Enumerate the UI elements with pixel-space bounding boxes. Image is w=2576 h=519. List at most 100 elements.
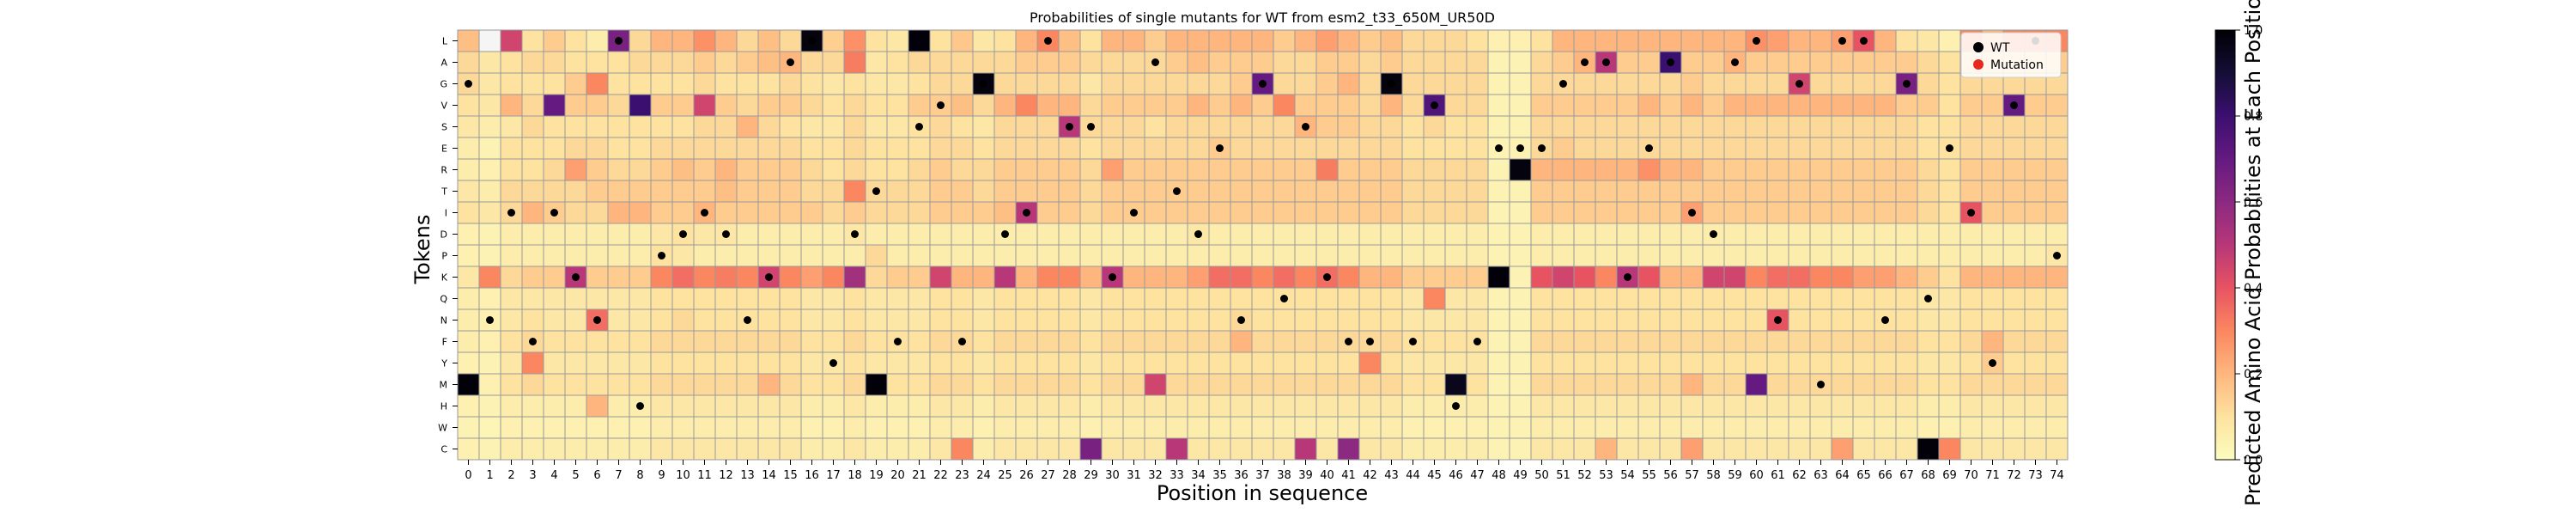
heatmap-cell: [865, 394, 888, 418]
heatmap-cell: [1895, 51, 1918, 74]
heatmap-cell: [1745, 351, 1768, 375]
heatmap-cell: [1487, 94, 1510, 117]
heatmap-cell: [650, 287, 673, 310]
heatmap-cell: [1015, 266, 1038, 289]
heatmap-cell: [1380, 51, 1403, 74]
x-tick-label: 53: [1599, 469, 1613, 482]
heatmap-cell: [800, 394, 823, 418]
heatmap-cell: [1208, 158, 1231, 181]
heatmap-cell: [521, 351, 544, 375]
heatmap-cell: [650, 29, 673, 52]
heatmap-cell: [1423, 394, 1446, 418]
heatmap-cell: [1079, 94, 1103, 117]
wt-marker: [1409, 338, 1417, 345]
heatmap-cell: [714, 180, 738, 203]
heatmap-cell: [843, 51, 866, 74]
heatmap-cell: [478, 223, 501, 246]
heatmap-cell: [843, 266, 866, 289]
wt-marker: [1345, 338, 1352, 345]
heatmap-cell: [1573, 416, 1596, 439]
heatmap-cell: [1959, 94, 1983, 117]
heatmap-cell: [1809, 223, 1832, 246]
heatmap-cell: [457, 437, 480, 461]
heatmap-cell: [1509, 115, 1532, 138]
legend: WT Mutation: [1960, 32, 2062, 78]
heatmap-cell: [1122, 115, 1145, 138]
y-tick-label: F: [442, 337, 447, 348]
wt-marker: [1259, 80, 1267, 88]
heatmap-cell: [1251, 244, 1274, 267]
x-tick-label: 3: [529, 469, 536, 482]
heatmap-cell: [1015, 330, 1038, 353]
heatmap-cell: [1874, 244, 1897, 267]
wt-marker: [1023, 209, 1030, 217]
heatmap-cell: [1358, 244, 1382, 267]
heatmap-cell: [908, 51, 931, 74]
heatmap-cell: [693, 330, 716, 353]
heatmap-cell: [1401, 180, 1425, 203]
heatmap-cell: [671, 266, 695, 289]
heatmap-cell: [1315, 287, 1339, 310]
heatmap-cell: [1723, 330, 1747, 353]
heatmap-cell: [1573, 437, 1596, 461]
heatmap-cell: [908, 201, 931, 224]
x-tick-label: 67: [1899, 469, 1914, 482]
heatmap-cell: [1637, 51, 1661, 74]
x-tick-label: 72: [2007, 469, 2021, 482]
heatmap-cell: [1358, 266, 1382, 289]
heatmap-cell: [2045, 201, 2069, 224]
heatmap-cell: [714, 416, 738, 439]
heatmap-cell: [1809, 394, 1832, 418]
heatmap-cell: [1595, 72, 1618, 95]
heatmap-cell: [1423, 51, 1446, 74]
heatmap-cell: [1831, 437, 1854, 461]
heatmap-cell: [1058, 437, 1081, 461]
heatmap-cell: [1659, 244, 1682, 267]
heatmap-cell: [972, 437, 995, 461]
heatmap-cell: [564, 158, 587, 181]
heatmap-cell: [1444, 330, 1467, 353]
heatmap-cell: [1659, 394, 1682, 418]
heatmap-cell: [521, 29, 544, 52]
heatmap-cell: [1766, 201, 1789, 224]
heatmap-cell: [1122, 51, 1145, 74]
heatmap-cell: [543, 330, 566, 353]
heatmap-cell: [478, 394, 501, 418]
heatmap-cell: [1745, 72, 1768, 95]
heatmap-cell: [671, 180, 695, 203]
wt-marker: [808, 37, 816, 45]
heatmap-cell: [1401, 244, 1425, 267]
heatmap-cell: [1358, 51, 1382, 74]
heatmap-cell: [951, 244, 974, 267]
heatmap-cell: [1573, 29, 1596, 52]
heatmap-cell: [1122, 394, 1145, 418]
heatmap-cell: [1294, 394, 1317, 418]
heatmap-cell: [607, 287, 630, 310]
heatmap-cell: [1552, 51, 1575, 74]
heatmap-cell: [779, 180, 802, 203]
heatmap-cell: [1187, 244, 1210, 267]
colorbar-tick-label: 0.6: [2244, 196, 2263, 210]
heatmap-cell: [1315, 308, 1339, 332]
heatmap-cell: [1745, 244, 1768, 267]
heatmap-cell: [951, 94, 974, 117]
heatmap-cell: [1745, 180, 1768, 203]
heatmap-cell: [1380, 29, 1403, 52]
heatmap-cell: [800, 437, 823, 461]
heatmap-cell: [1187, 266, 1210, 289]
heatmap-cell: [564, 94, 587, 117]
heatmap-cell: [1530, 115, 1553, 138]
heatmap-cell: [521, 416, 544, 439]
heatmap-cell: [586, 266, 609, 289]
x-axis-label: Position in sequence: [1157, 481, 1368, 505]
heatmap-cell: [1573, 287, 1596, 310]
heatmap-cell: [1144, 223, 1167, 246]
heatmap-cell: [1766, 158, 1789, 181]
wt-marker: [465, 80, 472, 88]
y-tick-label: L: [442, 36, 448, 47]
heatmap-cell: [1444, 180, 1467, 203]
heatmap-cell: [586, 158, 609, 181]
heatmap-cell: [972, 94, 995, 117]
heatmap-cell: [972, 180, 995, 203]
heatmap-cell: [1809, 137, 1832, 160]
